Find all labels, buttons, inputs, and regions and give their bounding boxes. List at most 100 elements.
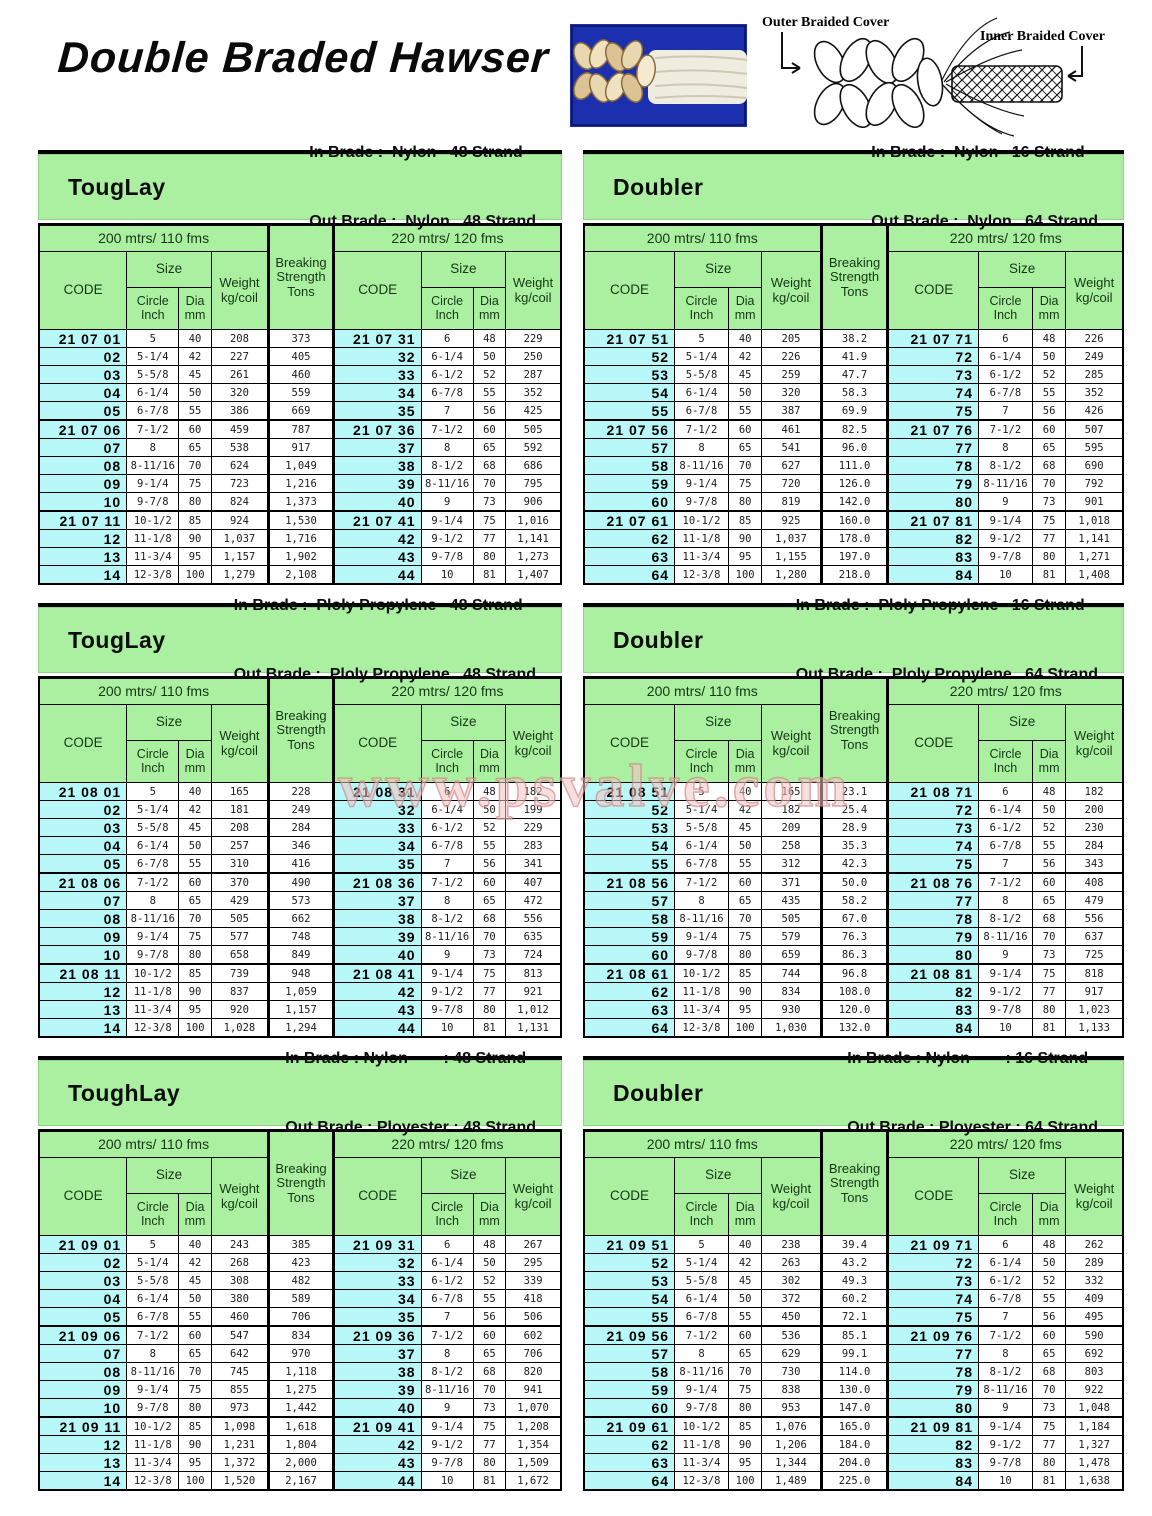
dia-mm-cell: 75 [178, 927, 212, 946]
circle-inch-cell: 8-1/2 [978, 909, 1033, 928]
table-body: 21 09 51 5 40 238 39.4 21 09 71 6 48 262 52 5-1/4 4… [583, 1235, 1124, 1491]
table-row: 57 8 65 435 58.2 77 8 65 479 [583, 891, 1124, 910]
dia-mm-cell: 70 [727, 456, 763, 475]
dia-mm-cell: 60 [178, 872, 212, 892]
dia-mm-cell: 73 [1031, 945, 1067, 965]
code-cell: 60 [583, 1398, 676, 1418]
circle-inch-cell: 9-1/2 [978, 529, 1033, 548]
dia-mm-cell: 50 [1031, 800, 1067, 819]
weight-cell: 930 [761, 1000, 822, 1019]
weight-cell: 370 [210, 872, 270, 892]
dia-mm-cell: 81 [1031, 565, 1067, 585]
weight-cell: 495 [1065, 1307, 1124, 1327]
circle-inch-cell: 12-3/8 [126, 1471, 180, 1491]
weight-cell: 819 [761, 492, 822, 512]
dia-mm-cell: 60 [472, 1325, 507, 1345]
circle-inch-cell: 7-1/2 [126, 419, 180, 439]
code-cell: 21 09 61 [583, 1416, 676, 1436]
code-cell: 13 [38, 547, 128, 566]
code-cell: 21 07 36 [332, 419, 422, 439]
dia-mm-cell: 77 [472, 982, 507, 1001]
code-cell: 59 [583, 927, 676, 946]
dia-mm-cell: 73 [472, 1398, 507, 1418]
circle-inch-header: Circle Inch [674, 740, 729, 783]
circle-inch-cell: 9-1/4 [420, 1416, 474, 1436]
code-cell: 55 [583, 854, 676, 874]
code-cell: 59 [583, 474, 676, 493]
weight-cell: 230 [1065, 818, 1124, 837]
weight-cell: 1,076 [761, 1416, 822, 1436]
circle-inch-cell: 6-1/4 [674, 1289, 729, 1308]
weight-cell: 479 [1065, 891, 1124, 910]
code-cell: 62 [583, 1435, 676, 1454]
code-cell: 77 [887, 1344, 979, 1363]
code-cell: 53 [583, 1271, 676, 1290]
weight-cell: 635 [505, 927, 562, 946]
size-header: Size [674, 1157, 763, 1194]
weight-cell: 901 [1065, 492, 1124, 512]
dia-mm-cell: 40 [727, 1235, 763, 1254]
dia-mm-cell: 50 [472, 347, 507, 366]
code-cell: 05 [38, 854, 128, 874]
weight-cell: 372 [761, 1289, 822, 1308]
dia-mm-cell: 85 [178, 1416, 212, 1436]
weight-cell: 226 [761, 347, 822, 366]
code-cell: 84 [887, 1471, 979, 1491]
code-cell: 21 07 51 [583, 329, 676, 348]
dia-mm-cell: 85 [727, 510, 763, 530]
circle-inch-cell: 8-11/16 [126, 456, 180, 475]
dia-mm-cell: 56 [472, 401, 507, 421]
table-row: 64 12-3/8 100 1,489 225.0 84 10 81 1,638 [583, 1471, 1124, 1491]
weight-cell: 181 [210, 800, 270, 819]
weight-cell: 229 [505, 329, 562, 348]
circle-inch-cell: 9-1/2 [978, 982, 1033, 1001]
dia-mm-cell: 70 [472, 1380, 507, 1399]
table-row: 59 9-1/4 75 720 126.0 79 8-11/16 70 792 [583, 474, 1124, 493]
table-row: 21 09 61 10-1/2 85 1,076 165.0 21 09 81 9-1/4 7… [583, 1416, 1124, 1436]
breaking-strength-cell: 86.3 [819, 945, 890, 965]
dia-mm-header: Dia mm [1031, 740, 1067, 783]
circle-inch-cell: 7 [978, 854, 1033, 874]
weight-cell: 1,273 [505, 547, 562, 566]
code-cell: 02 [38, 347, 128, 366]
dia-mm-header: Dia mm [178, 287, 212, 330]
weight-cell: 1,672 [505, 1471, 562, 1491]
breaking-strength-cell: 559 [267, 383, 335, 402]
circle-inch-cell: 12-3/8 [126, 1018, 180, 1038]
weight-cell: 838 [761, 1380, 822, 1399]
code-cell: 74 [887, 383, 979, 402]
weight-cell: 165 [210, 782, 270, 801]
code-cell: 21 09 56 [583, 1325, 676, 1345]
code-cell: 55 [583, 1307, 676, 1327]
code-cell: 34 [332, 836, 422, 855]
dia-mm-header: Dia mm [1031, 287, 1067, 330]
circle-inch-cell: 6-7/8 [420, 1289, 474, 1308]
breaking-strength-cell: 108.0 [819, 982, 890, 1001]
table-title-bar: Doubler In Brade : Nylon 16 Strand Out B… [583, 144, 1124, 230]
circle-inch-cell: 11-1/8 [126, 982, 180, 1001]
code-cell: 78 [887, 456, 979, 475]
circle-inch-cell: 9-1/4 [978, 1416, 1033, 1436]
dia-mm-cell: 70 [178, 909, 212, 928]
circle-inch-cell: 6-1/2 [978, 1271, 1033, 1290]
code-cell: 58 [583, 1362, 676, 1381]
table-row: 58 8-11/16 70 505 67.0 78 8-1/2 68 556 [583, 909, 1124, 928]
breaking-strength-cell: 589 [267, 1289, 335, 1308]
spec-table-section: Doubler In Brade : Nylon 16 Strand Out B… [583, 144, 1124, 585]
code-cell: 21 07 81 [887, 510, 979, 530]
code-cell: 13 [38, 1000, 128, 1019]
circle-inch-cell: 6-7/8 [978, 383, 1033, 402]
weight-cell: 1,141 [1065, 529, 1124, 548]
table-row: 13 11-3/4 95 920 1,157 43 9-7/8 80 1,012 [38, 1000, 562, 1019]
weight-cell: 1,157 [210, 547, 270, 566]
table-row: 63 11-3/4 95 1,155 197.0 83 9-7/8 80 1,271 [583, 547, 1124, 566]
inner-braided-cover-label: Inner Braided Cover [980, 29, 1105, 44]
weight-header: Weight kg/coil [1065, 251, 1124, 330]
out-brade-text: Out Brade : Nylon 64 Strand [871, 213, 1098, 231]
code-cell: 52 [583, 1253, 676, 1272]
code-cell: 59 [583, 1380, 676, 1399]
breaking-strength-cell: 849 [267, 945, 335, 965]
breaking-strength-cell: 416 [267, 854, 335, 874]
code-header: CODE [332, 251, 422, 330]
dia-mm-cell: 56 [472, 854, 507, 874]
